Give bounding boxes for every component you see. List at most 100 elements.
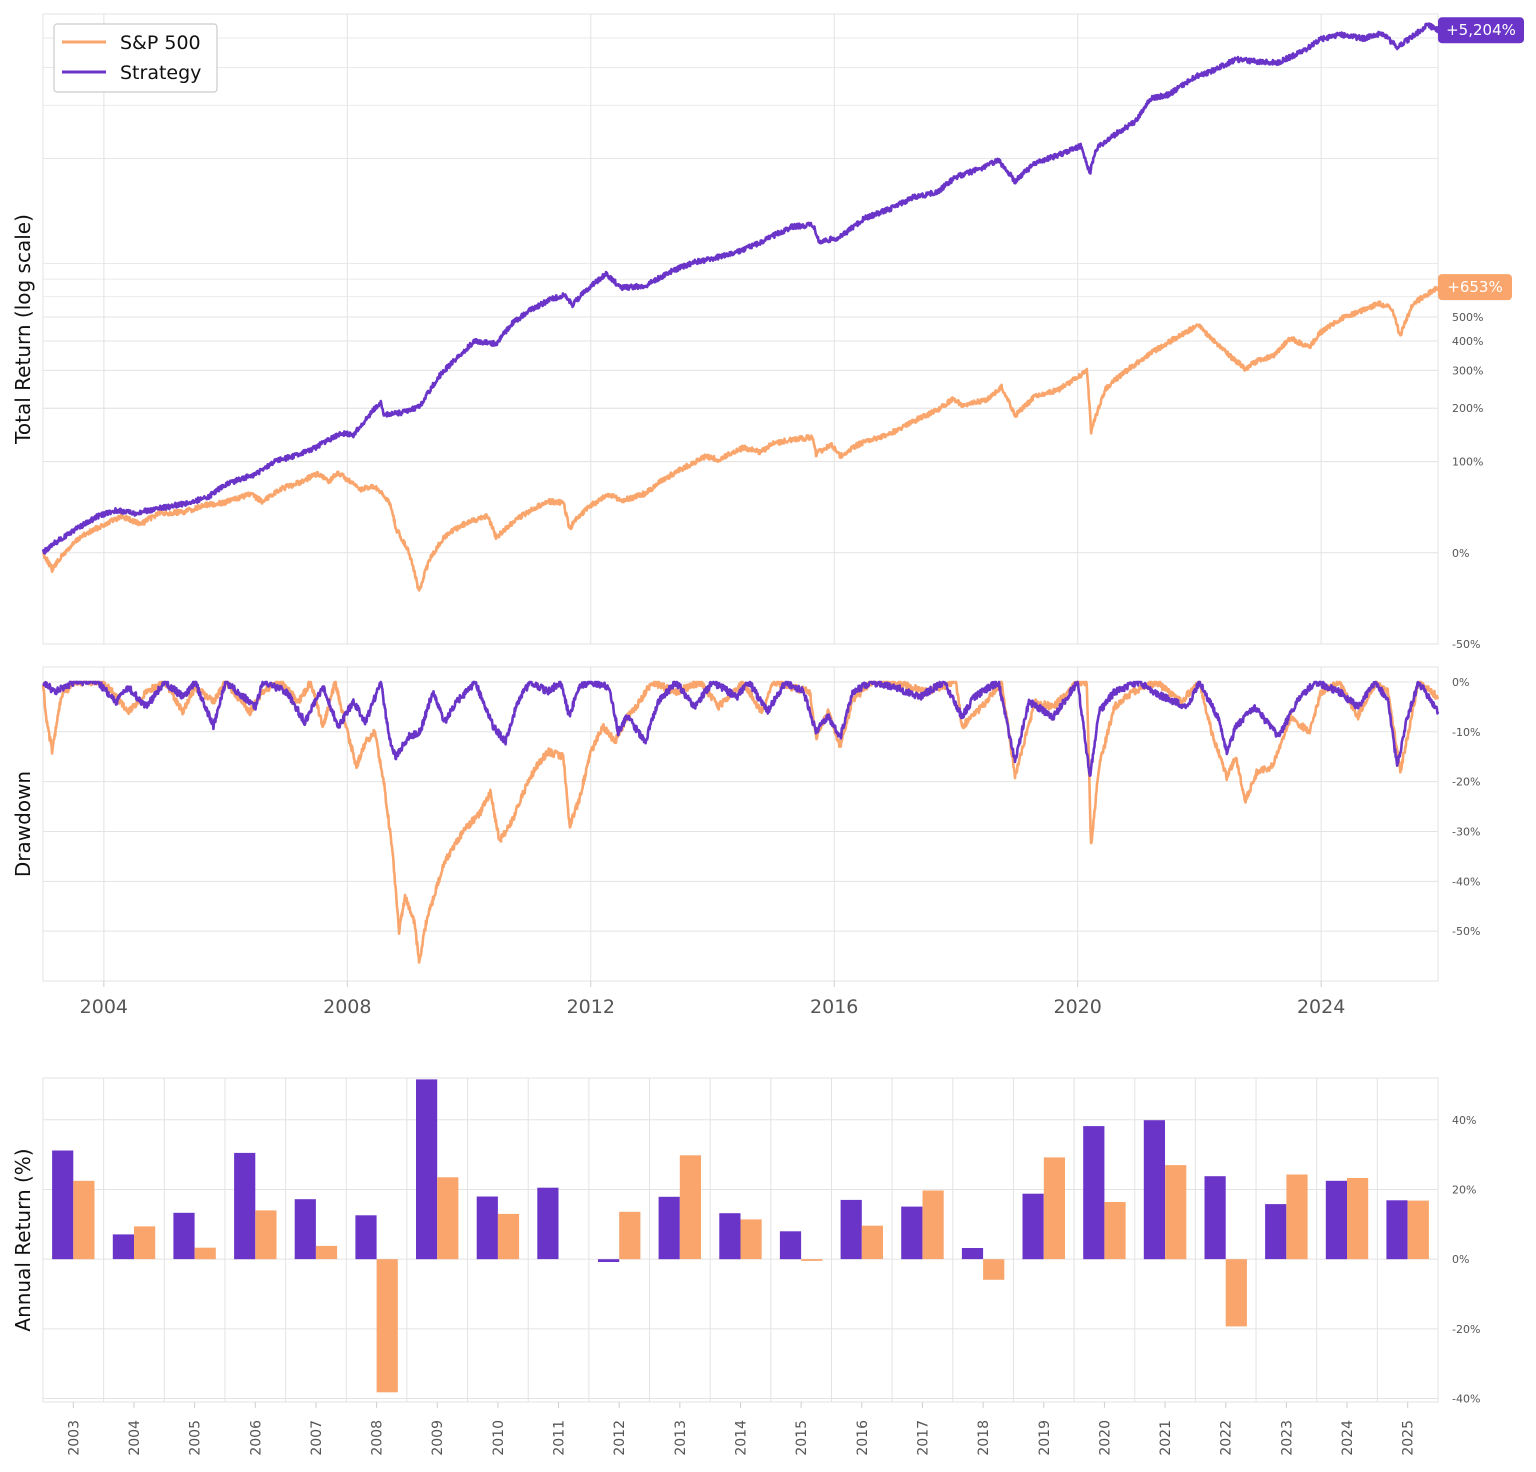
- sp500-bar-2006: [255, 1210, 277, 1260]
- bar-x-tick-label: 2024: [1340, 1420, 1356, 1456]
- sp500-legend-label: S&P 500: [120, 32, 201, 54]
- annual-return-panel: 40% 20% 0% -20% -40% Annual Return (%) 2003 200…: [11, 1077, 1480, 1456]
- sp500-bar-2015: [801, 1259, 823, 1261]
- y-tick-label: 400%: [1452, 335, 1483, 348]
- sp500-bar-2012: [619, 1211, 641, 1260]
- x-tick-label: 2016: [810, 996, 858, 1018]
- drawdown-y-tick-label: -30%: [1452, 825, 1480, 838]
- bar-x-tick-label: 2015: [794, 1420, 810, 1456]
- sp500-bar-2003: [73, 1180, 95, 1260]
- sp500-bar-2013: [679, 1155, 701, 1260]
- y-tick-label: 200%: [1452, 402, 1483, 415]
- bar-x-tick-label: 2003: [66, 1420, 82, 1456]
- strategy-end-label: +5,204%: [1446, 21, 1516, 39]
- sp500-bar-2024: [1347, 1178, 1369, 1260]
- drawdown-y-tick-label: -20%: [1452, 776, 1480, 789]
- bar-x-tick-label: 2017: [915, 1420, 931, 1456]
- strategy-bar-2014: [719, 1213, 741, 1260]
- strategy-bar-2003: [52, 1150, 74, 1260]
- strategy-bar-2015: [779, 1231, 802, 1260]
- bar-x-tick-label: 2023: [1279, 1420, 1295, 1456]
- strategy-bar-2005: [173, 1212, 195, 1260]
- bar-x-tick-label: 2011: [552, 1420, 568, 1456]
- strategy-bar-2025: [1386, 1200, 1408, 1260]
- bar-x-tick-label: 2021: [1158, 1420, 1174, 1456]
- drawdown-y-tick-label: 0%: [1452, 676, 1469, 689]
- strategy-bar-2021: [1143, 1120, 1165, 1260]
- strategy-bar-2017: [901, 1206, 923, 1260]
- sp500-bar-2022: [1225, 1259, 1247, 1327]
- sp500-bar-2016: [861, 1225, 883, 1260]
- drawdown-y-tick-label: -10%: [1452, 726, 1480, 739]
- strategy-bar-2008: [355, 1215, 377, 1260]
- strategy-bar-2006: [234, 1152, 256, 1260]
- bar-y-tick-label: 0%: [1452, 1253, 1469, 1266]
- x-tick-label: 2012: [567, 996, 615, 1018]
- x-tick-label: 2008: [323, 996, 371, 1018]
- strategy-bar-2024: [1325, 1180, 1347, 1260]
- strategy-bar-2018: [961, 1248, 984, 1260]
- strategy-bar-2007: [294, 1199, 316, 1260]
- sp500-bar-2014: [740, 1219, 762, 1260]
- bar-y-tick-label: -20%: [1452, 1323, 1480, 1336]
- drawdown-panel: 0% -10% -20% -30% -40% -50% Drawdown 2004 2008 20…: [11, 666, 1480, 1018]
- sp500-bar-2008: [376, 1259, 398, 1393]
- strategy-total-return-line: [41, 22, 1440, 555]
- strategy-bar-2016: [840, 1199, 862, 1260]
- bar-x-tick-label: 2014: [734, 1420, 750, 1456]
- sp500-bar-2007: [315, 1245, 338, 1260]
- total-return-panel: -50% 0% 100% 200% 300% 400% 500% Total Return (…: [11, 13, 1524, 651]
- strategy-legend-label: Strategy: [120, 62, 201, 84]
- bar-x-tick-label: 2025: [1401, 1420, 1417, 1456]
- bar-x-tick-label: 2006: [248, 1420, 264, 1456]
- sp500-bar-2005: [194, 1247, 216, 1260]
- sp500-end-label: +653%: [1447, 278, 1502, 296]
- strategy-bar-2004: [112, 1234, 134, 1260]
- sp500-bar-2020: [1104, 1202, 1126, 1260]
- bar-x-tick-label: 2010: [491, 1420, 507, 1456]
- y-tick-label: 0%: [1452, 547, 1469, 560]
- sp500-bar-2025: [1407, 1200, 1429, 1260]
- bar-x-tick-label: 2013: [673, 1420, 689, 1456]
- sp500-bar-2004: [134, 1226, 156, 1260]
- sp500-bar-2019: [1043, 1157, 1065, 1260]
- bar-x-tick-label: 2005: [188, 1420, 204, 1456]
- legend: S&P 500 Strategy: [53, 23, 218, 93]
- plot-frame: [42, 666, 1439, 982]
- bar-x-tick-label: 2020: [1097, 1420, 1113, 1456]
- bar-y-tick-label: 20%: [1452, 1183, 1476, 1196]
- sp500-bar-2009: [437, 1177, 459, 1260]
- x-tick-label: 2020: [1054, 996, 1102, 1018]
- bar-y-tick-label: 40%: [1452, 1114, 1476, 1127]
- strategy-bar-2023: [1265, 1204, 1287, 1260]
- y-axis-label: Annual Return (%): [11, 1148, 35, 1331]
- strategy-bar-2013: [658, 1196, 680, 1260]
- strategy-drawdown-line: [42, 680, 1440, 777]
- strategy-end-label-box: [1438, 17, 1524, 44]
- sp500-bar-2018: [983, 1259, 1005, 1280]
- strategy-bar-2022: [1204, 1176, 1226, 1260]
- plot-frame: [42, 13, 1439, 645]
- sp500-end-label-box: [1438, 274, 1512, 301]
- sp500-total-return-line: [42, 286, 1440, 592]
- sp500-bar-2023: [1286, 1174, 1308, 1260]
- bar-x-tick-label: 2008: [370, 1420, 386, 1456]
- bar-y-tick-label: -40%: [1452, 1393, 1480, 1406]
- sp500-bar-2010: [497, 1213, 520, 1260]
- bar-x-tick-label: 2009: [430, 1420, 446, 1456]
- y-tick-label: -50%: [1452, 638, 1480, 651]
- y-axis-label: Drawdown: [11, 771, 35, 877]
- strategy-bar-2012: [598, 1259, 620, 1262]
- x-tick-label: 2024: [1297, 996, 1345, 1018]
- strategy-bar-2009: [416, 1079, 438, 1260]
- sp500-drawdown-line: [41, 680, 1440, 964]
- y-tick-label: 100%: [1452, 456, 1483, 469]
- strategy-bar-2010: [476, 1196, 498, 1260]
- bar-x-tick-label: 2019: [1037, 1420, 1053, 1456]
- bar-x-tick-label: 2012: [612, 1420, 628, 1456]
- bar-x-tick-label: 2007: [309, 1420, 325, 1456]
- y-axis-label: Total Return (log scale): [11, 214, 35, 445]
- bar-x-tick-label: 2018: [976, 1420, 992, 1456]
